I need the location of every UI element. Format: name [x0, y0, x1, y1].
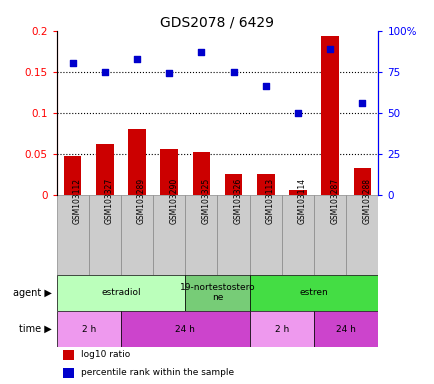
Point: [197, 49, 204, 55]
Bar: [345, 195, 378, 275]
Bar: [313, 311, 378, 348]
Point: [230, 70, 237, 76]
Bar: [63, 350, 74, 359]
Point: [326, 46, 333, 52]
Text: log10 ratio: log10 ratio: [81, 350, 130, 359]
Bar: [321, 36, 338, 195]
Bar: [249, 275, 378, 311]
Bar: [56, 195, 89, 275]
Bar: [89, 195, 121, 275]
Bar: [121, 311, 249, 348]
Text: 24 h: 24 h: [335, 325, 355, 334]
Point: [69, 60, 76, 66]
Text: 2 h: 2 h: [82, 325, 95, 334]
Text: GSM103326: GSM103326: [233, 178, 242, 224]
Text: GSM103287: GSM103287: [329, 178, 339, 224]
Bar: [185, 195, 217, 275]
Text: percentile rank within the sample: percentile rank within the sample: [81, 368, 233, 377]
Bar: [256, 174, 274, 195]
Text: 19-nortestostero
ne: 19-nortestostero ne: [179, 283, 255, 303]
Text: 2 h: 2 h: [274, 325, 288, 334]
Point: [101, 69, 108, 75]
Bar: [56, 311, 121, 348]
Bar: [249, 195, 281, 275]
Bar: [289, 190, 306, 195]
Bar: [353, 168, 370, 195]
Text: estren: estren: [299, 288, 328, 297]
Text: GSM103325: GSM103325: [201, 178, 210, 224]
Text: GSM103289: GSM103289: [137, 178, 146, 224]
Point: [165, 70, 172, 76]
Text: GSM103327: GSM103327: [105, 178, 114, 224]
Bar: [56, 275, 185, 311]
Text: GSM103288: GSM103288: [362, 178, 371, 224]
Bar: [128, 129, 145, 195]
Bar: [217, 195, 249, 275]
Text: GSM103114: GSM103114: [297, 178, 306, 224]
Text: GSM103112: GSM103112: [72, 178, 82, 224]
Point: [294, 110, 301, 116]
Point: [358, 100, 365, 106]
Bar: [64, 156, 81, 195]
Point: [133, 56, 140, 63]
Bar: [313, 195, 345, 275]
Bar: [224, 174, 242, 195]
Bar: [121, 195, 153, 275]
Bar: [185, 275, 249, 311]
Point: [262, 83, 269, 89]
Title: GDS2078 / 6429: GDS2078 / 6429: [160, 16, 274, 30]
Bar: [63, 368, 74, 377]
Bar: [192, 152, 210, 195]
Text: time ▶: time ▶: [20, 324, 52, 334]
Bar: [249, 311, 313, 348]
Text: GSM103113: GSM103113: [265, 178, 274, 224]
Text: estradiol: estradiol: [101, 288, 141, 297]
Text: agent ▶: agent ▶: [13, 288, 52, 298]
Bar: [281, 195, 313, 275]
Bar: [153, 195, 185, 275]
Text: 24 h: 24 h: [175, 325, 195, 334]
Bar: [96, 144, 113, 195]
Bar: [160, 149, 178, 195]
Text: GSM103290: GSM103290: [169, 178, 178, 224]
